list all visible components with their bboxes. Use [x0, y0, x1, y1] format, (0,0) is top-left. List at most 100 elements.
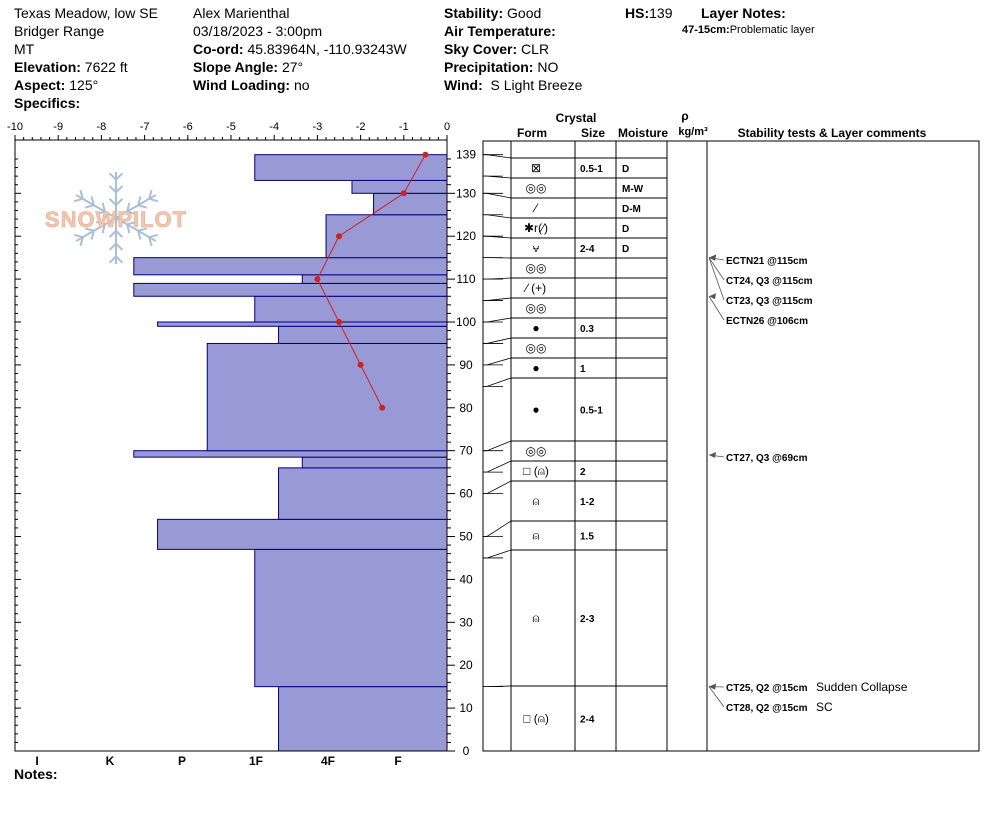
snowflake-branch	[95, 210, 106, 215]
hardness-bar	[278, 686, 448, 752]
layer-connector	[483, 549, 512, 559]
layer-connector	[483, 377, 512, 387]
hardness-bar	[133, 450, 448, 458]
snowflake-branch	[137, 230, 142, 240]
chart-axes: -10 -9 -8 -7 -6 -5 -4 -3 -2 -1 0010203040506070809…	[7, 121, 476, 768]
layer-connector	[483, 460, 512, 473]
hardness-tick-label: I	[35, 754, 38, 768]
test-label: CT28, Q2 @15cm	[726, 703, 808, 714]
test-arrowhead	[709, 451, 716, 458]
elevation: Elevation: 7622 ft	[14, 59, 128, 75]
test-label: CT24, Q3 @115cm	[726, 276, 813, 287]
header-right: Stability: Good Air Temperature: Sky Cov…	[444, 4, 582, 94]
layer-connector	[483, 337, 512, 344]
coordinates: Co-ord: 45.83964N, -110.93243W	[193, 41, 407, 57]
snowflake-branch	[73, 197, 84, 203]
layer-connector	[483, 192, 512, 199]
snowflake-branch	[126, 210, 137, 215]
test-label: ECTN26 @106cm	[726, 316, 808, 327]
layer-connector	[483, 154, 512, 159]
snowflake-branch	[108, 185, 117, 194]
layer-size: 2-3	[580, 614, 595, 625]
height-tick-label: 100	[456, 315, 476, 329]
layer-form: ●	[532, 403, 539, 417]
temperature-tick-label: -5	[226, 121, 236, 133]
slope-angle: Slope Angle: 27°	[193, 59, 304, 75]
layer-connector	[483, 520, 512, 537]
snowflake-branch	[115, 185, 124, 194]
layer-form: ⊠	[531, 161, 541, 175]
crystal-header: Crystal	[556, 111, 597, 125]
snowflake-branch	[148, 197, 159, 203]
height-tick-label: 40	[459, 572, 473, 586]
test-arrow-line	[708, 257, 725, 281]
layer-form: ⍝	[532, 529, 539, 543]
layer-form: □ (⍝)	[523, 712, 549, 726]
temperature-tick-label: -3	[313, 121, 323, 133]
test-arrowhead	[709, 683, 716, 690]
density-unit-header: kg/m³	[678, 126, 708, 138]
snowflake-branch	[108, 230, 117, 238]
height-tick-label: 120	[456, 229, 476, 243]
hardness-bar	[133, 282, 448, 297]
height-tick-label: 0	[463, 744, 470, 758]
snowflake-branch	[137, 196, 142, 206]
snowflake-branch	[126, 224, 131, 234]
layer-table: Crystal Form Size Moisture ρ kg/m³ Stability t…	[482, 109, 980, 752]
size-header: Size	[581, 126, 605, 140]
snowflake-branch	[108, 255, 117, 264]
layer-connector	[483, 357, 512, 366]
hardness-bar	[157, 518, 448, 550]
height-tick-label: 130	[456, 186, 476, 200]
layer-size: 0.5-1	[580, 406, 603, 417]
snowflake-branch	[101, 202, 106, 212]
height-tick-label: 80	[459, 401, 473, 415]
hardness-bar	[278, 467, 448, 520]
test-label: CT27, Q3 @69cm	[726, 453, 808, 464]
temperature-tick-label: -4	[269, 121, 279, 133]
layer-size: 1.5	[580, 532, 594, 543]
temperature-point	[379, 404, 386, 411]
temperature-point	[422, 151, 429, 158]
layer-size: 1-2	[580, 497, 595, 508]
layer-moisture: D	[622, 224, 629, 235]
hardness-bar	[206, 342, 448, 452]
temperature-tick-label: -7	[140, 121, 150, 133]
layer-form: ◎◎	[526, 181, 547, 195]
layer-size: 2	[580, 467, 586, 478]
state: MT	[14, 41, 35, 57]
sky-cover: Sky Cover: CLR	[444, 41, 550, 57]
height-tick-label: 60	[459, 487, 473, 501]
notes-label: Notes:	[14, 766, 58, 782]
layer-moisture: D-M	[622, 204, 641, 215]
snowflake-branch	[95, 221, 106, 226]
hardness-bar	[373, 192, 448, 216]
layer-notes-label: Layer Notes:	[701, 5, 786, 21]
height-tick-label: 50	[459, 530, 473, 544]
layer-connector	[483, 317, 512, 323]
temperature-profile	[314, 151, 429, 411]
layer-form: ✱r(⁄)	[524, 221, 548, 235]
aspect: Aspect: 125°	[14, 77, 99, 93]
height-tick-label: 30	[459, 615, 473, 629]
layer-size: 1	[580, 364, 586, 375]
test-extra: Sudden Collapse	[816, 680, 908, 694]
hardness-bar	[351, 179, 448, 194]
layer-connector	[483, 440, 512, 452]
location: Texas Meadow, low SE	[14, 5, 158, 21]
hardness-tick-label: 1F	[249, 754, 263, 768]
snowflake-branch	[84, 227, 95, 232]
form-header: Form	[517, 126, 547, 140]
temperature-tick-label: -8	[97, 121, 107, 133]
temperature-tick-label: 0	[444, 121, 450, 133]
layer-form: ⁄	[532, 201, 539, 215]
test-arrowhead	[709, 254, 716, 261]
hardness-tick-label: F	[394, 754, 401, 768]
height-tick-label: 110	[456, 272, 475, 286]
height-tick-label: 20	[459, 658, 473, 672]
hardness-bar	[133, 257, 448, 276]
temperature-tick-label: -1	[399, 121, 409, 133]
test-arrow-line	[708, 686, 725, 708]
datetime: 03/18/2023 - 3:00pm	[193, 23, 323, 39]
